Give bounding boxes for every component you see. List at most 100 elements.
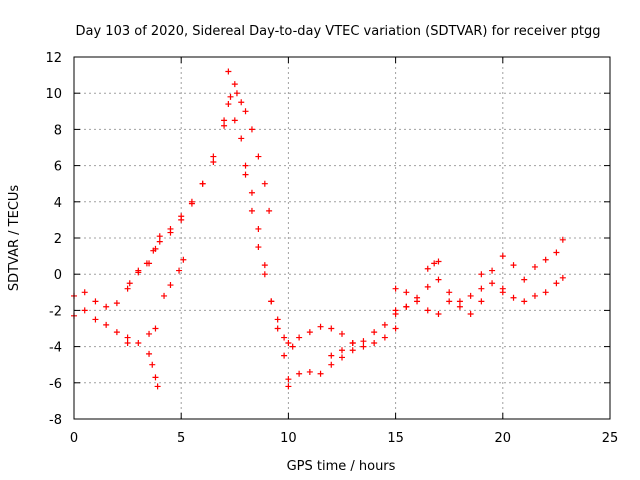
data-point [339,330,345,337]
data-point [289,343,296,350]
axis-ticks: 0 5 10 15 20 25 -8 -6 -4 -2 0 2 4 6 8 10 12 [45,51,618,446]
series-track-3 [124,325,159,346]
data-point [381,334,388,341]
data-points [71,68,566,390]
data-point [281,334,288,341]
data-point [510,294,517,301]
data-point [285,376,292,383]
y-axis-label: SDTVAR / TECUs [7,185,22,292]
x-tick-label: 20 [495,431,512,446]
data-point [360,338,367,345]
data-point [521,298,528,305]
data-point [81,289,88,296]
data-point [349,339,356,346]
series-track-4 [146,350,161,390]
series-track-16 [392,298,485,318]
data-point [255,244,262,251]
y-tick-label: 4 [54,196,62,211]
data-point [349,347,356,354]
data-point [178,216,185,223]
data-point [274,325,281,332]
y-tick-label: 6 [54,160,62,175]
data-point [103,321,110,328]
y-tick-label: 0 [54,268,62,283]
series-track-13 [285,325,399,383]
series-track-14 [328,303,410,359]
data-point [467,311,474,318]
data-point [435,311,442,318]
data-point [317,370,324,377]
y-tick-label: 10 [45,87,62,102]
data-point [225,68,232,75]
x-tick-label: 15 [387,431,404,446]
chart-title: Day 103 of 2020, Sidereal Day-to-day VTE… [76,24,601,39]
data-point [328,352,335,359]
data-point [306,368,313,375]
data-point [521,276,528,283]
data-point [156,238,163,245]
series-track-12 [285,323,356,346]
data-point [143,260,150,267]
data-point [135,269,142,276]
series-track-1 [71,260,153,310]
data-point [559,236,566,243]
series-track-2 [71,307,131,346]
data-point [431,260,438,267]
data-point [126,280,133,287]
data-point [542,289,549,296]
data-point [317,323,324,330]
x-tick-label: 5 [177,431,185,446]
data-point [281,352,288,359]
data-point [135,339,142,346]
data-point [124,285,131,292]
series-track-17 [424,258,442,272]
series-track-18 [478,236,566,283]
data-point [176,267,183,274]
series-track-10 [231,117,292,390]
data-point [156,233,163,240]
data-point [392,307,399,314]
data-point [225,101,232,108]
data-point [531,292,538,299]
data-point [210,158,217,165]
data-point [149,361,156,368]
data-point [152,374,159,381]
data-point [339,347,345,354]
data-point [296,334,303,341]
data-point [242,108,249,115]
data-point [103,303,110,310]
data-point [403,289,410,296]
data-point [266,207,273,214]
data-point [424,283,431,290]
x-tick-label: 0 [70,431,78,446]
data-point [238,135,245,142]
series-track-9 [225,68,273,214]
data-point [285,339,292,346]
data-point [261,262,268,269]
data-point [268,298,275,305]
data-point [199,180,206,187]
series-track-19 [499,274,566,305]
y-tick-label: -6 [49,377,62,392]
data-point [242,162,249,169]
series-track-8 [152,90,240,252]
data-point [478,285,485,292]
data-point [328,325,335,332]
data-point [328,361,335,368]
data-point [210,153,217,160]
data-point [154,383,161,390]
data-point [542,256,549,263]
data-point [489,280,496,287]
data-point [227,93,234,100]
y-tick-label: 2 [54,232,62,247]
data-point [553,249,560,256]
data-point [167,282,174,289]
data-point [435,276,442,283]
data-point [531,263,538,270]
data-point [371,339,378,346]
x-tick-label: 25 [602,431,619,446]
data-point [248,126,255,133]
data-point [392,325,399,332]
data-point [113,329,120,336]
data-point [221,117,228,124]
